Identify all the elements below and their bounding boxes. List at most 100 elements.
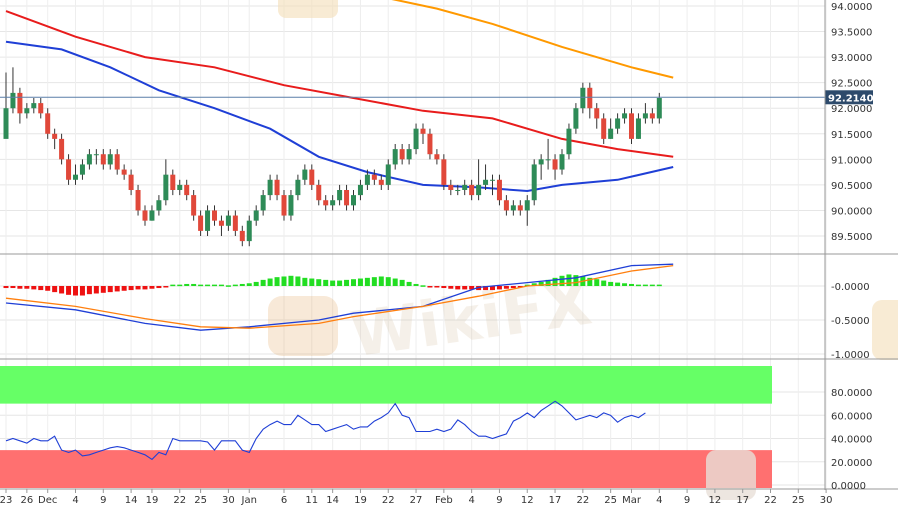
moving-average-line <box>5 40 674 193</box>
candle-body <box>295 179 301 196</box>
macd-bar <box>86 286 92 295</box>
rsi-overbought-band <box>0 366 772 404</box>
macd-bar <box>399 279 405 286</box>
macd-bar <box>448 286 454 289</box>
macd-bar <box>184 283 190 286</box>
x-tick-label: 22 <box>382 495 395 506</box>
macd-bar <box>225 285 231 287</box>
x-tick-label: 22 <box>576 495 589 506</box>
moving-averages <box>5 0 674 193</box>
candle-body <box>441 159 447 185</box>
macd-bar <box>469 286 475 290</box>
x-tick-label: 12 <box>521 495 534 506</box>
macd-bar <box>351 279 356 286</box>
macd-bar <box>490 286 495 291</box>
candle-body <box>52 133 58 139</box>
current-price-tag-bg <box>825 90 873 105</box>
candle-body <box>496 179 502 201</box>
moving-average-line <box>5 10 674 158</box>
x-tick-label: 12 <box>709 495 722 506</box>
candle-body <box>86 154 92 165</box>
macd-bar <box>177 284 183 287</box>
x-tick-label: 14 <box>326 495 339 506</box>
macd-bar <box>649 284 655 287</box>
candle-body <box>114 154 120 170</box>
price-tick-label: 94.0000 <box>831 2 872 13</box>
x-tick-label: 6 <box>281 495 287 506</box>
candle-body <box>163 174 169 201</box>
price-tick-label: 93.5000 <box>831 28 872 39</box>
macd-bar <box>587 277 593 286</box>
candle-body <box>100 154 106 165</box>
candle-body <box>239 230 245 242</box>
candle-body <box>378 179 384 185</box>
macd-bar <box>218 284 224 287</box>
candle-body <box>642 113 648 119</box>
macd-tick-label: -0.5000 <box>831 316 870 327</box>
candle-body <box>545 159 551 161</box>
x-tick-label: 9 <box>684 495 690 506</box>
macd-bar <box>545 279 551 286</box>
price-tick-label: 91.0000 <box>831 155 872 166</box>
candle-body <box>622 113 628 119</box>
rsi-tick-label: 40.0000 <box>831 435 872 446</box>
macd-bar <box>212 284 217 287</box>
rsi-line <box>5 400 646 461</box>
candle-body <box>128 174 134 190</box>
macd-bar <box>302 277 308 286</box>
macd-bar <box>517 286 523 288</box>
x-tick-label: 25 <box>194 495 207 506</box>
macd-bar <box>364 277 370 286</box>
candle-body <box>135 190 141 211</box>
candle-body <box>371 174 377 180</box>
candle-body <box>302 169 308 180</box>
macd-bar <box>274 277 280 286</box>
macd-line <box>5 264 674 329</box>
candle-body <box>3 108 9 139</box>
candle-body <box>462 184 468 190</box>
candle-body <box>66 159 72 180</box>
candle-body <box>490 179 495 181</box>
x-tick-label: 4 <box>656 495 662 506</box>
x-tick-label: 19 <box>146 495 159 506</box>
price-tick-label: 90.5000 <box>831 181 872 192</box>
macd-bar <box>635 284 641 287</box>
macd-tick-label: -1.0000 <box>831 350 870 361</box>
macd-bar <box>483 286 489 291</box>
candle-body <box>427 133 433 155</box>
macd-bar <box>622 283 628 286</box>
macd-bar <box>323 279 329 286</box>
x-tick-label: Dec <box>38 495 57 506</box>
candle-body <box>531 164 537 201</box>
candle-body <box>594 108 600 119</box>
macd-bar <box>656 284 662 287</box>
macd-bar <box>434 286 440 288</box>
macd-bar <box>38 286 44 291</box>
price-tick-label: 92.5000 <box>831 79 872 90</box>
candle-body <box>330 200 336 206</box>
macd-bar <box>406 281 412 286</box>
candle-body <box>337 190 343 201</box>
macd-bar <box>559 275 565 286</box>
x-tick-label: Jan <box>241 495 257 506</box>
candle-body <box>93 154 99 156</box>
rsi-tick-label: 60.0000 <box>831 411 872 422</box>
candle-body <box>510 205 516 211</box>
candle-body <box>448 184 454 190</box>
candle-body <box>198 215 204 231</box>
macd-bar <box>629 283 634 286</box>
x-tick-label: 11 <box>305 495 318 506</box>
macd-bar <box>552 277 558 286</box>
candle-body <box>59 138 65 160</box>
macd-bar <box>253 281 259 286</box>
macd-lines <box>5 263 674 331</box>
x-tick-label: 19 <box>354 495 367 506</box>
x-tick-label: 14 <box>125 495 138 506</box>
macd-bar <box>309 278 315 286</box>
macd-bar <box>24 286 30 289</box>
x-tick-label: 27 <box>410 495 423 506</box>
candle-body <box>392 149 398 165</box>
x-tick-label: 23 <box>0 495 12 506</box>
candle-body <box>281 195 287 216</box>
macd-bar <box>260 279 266 286</box>
